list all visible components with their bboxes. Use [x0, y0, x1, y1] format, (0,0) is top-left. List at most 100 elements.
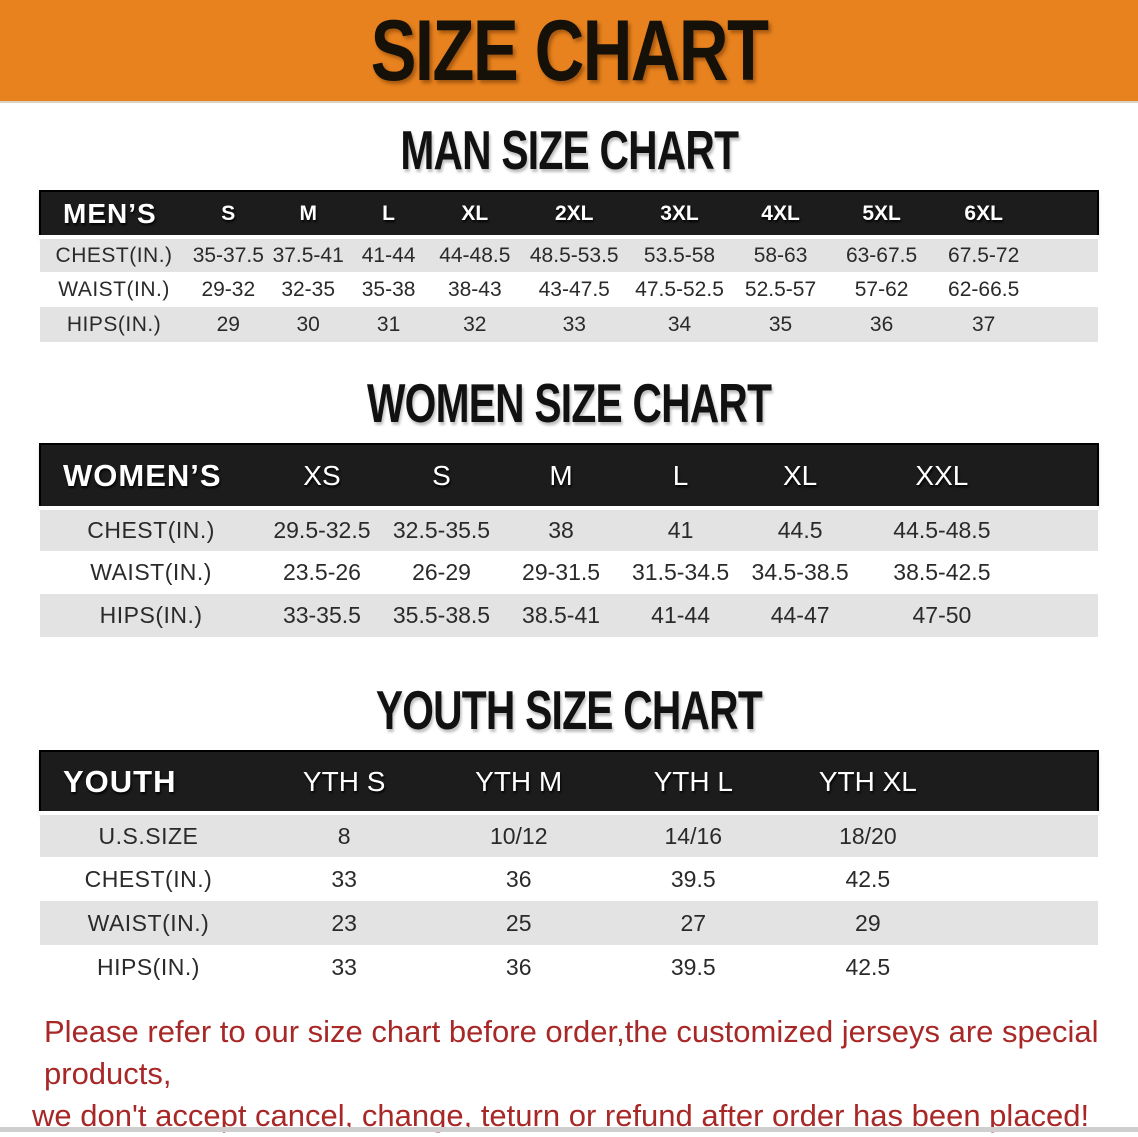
row-label: WAIST(IN.) [58, 277, 170, 301]
size-value: 33-35.5 [282, 602, 361, 628]
women-size-col: XS [303, 459, 341, 491]
size-value: 53.5-58 [628, 235, 731, 272]
men-size-col: 4XL [761, 201, 800, 225]
row-label: HIPS(IN.) [96, 953, 200, 980]
row-label: WAIST(IN.) [87, 909, 210, 936]
size-value: 36 [505, 865, 532, 892]
size-value: 31.5-34.5 [631, 559, 730, 585]
women-size-col: M [549, 459, 573, 491]
size-value: 30 [296, 312, 320, 336]
banner: SIZE CHART [0, 0, 1138, 103]
spacer-cell [1023, 506, 1098, 551]
size-value: 32-35 [281, 277, 336, 301]
women-size-col: XL [783, 459, 818, 491]
size-value: 41 [620, 506, 741, 551]
spacer-cell [955, 945, 1098, 989]
size-value: 8 [256, 811, 432, 857]
row-label: CHEST(IN.) [40, 235, 189, 272]
spacer-cell [1034, 191, 1098, 237]
size-value: 35-38 [361, 277, 416, 301]
size-value: 23 [331, 909, 357, 936]
size-value: 35-37.5 [188, 235, 269, 272]
size-value: 10/12 [431, 811, 606, 857]
size-value: 67.5-72 [932, 235, 1035, 272]
youth-size-col: YTH M [475, 765, 563, 797]
youth-size-col: YTH S [302, 765, 386, 797]
women-waist-row: WAIST(IN.) 23.5-26 26-29 29-31.5 31.5-34… [40, 551, 1098, 594]
women-size-col: XXL [915, 459, 969, 491]
youth-hips-row: HIPS(IN.) 33 36 39.5 42.5 [40, 945, 1098, 989]
size-value: 33 [562, 312, 586, 336]
size-value: 47-50 [912, 602, 972, 628]
women-section-heading-text: WOMEN SIZE CHART [366, 372, 772, 434]
men-waist-row: WAIST(IN.) 29-32 32-35 35-38 38-43 43-47… [40, 272, 1098, 307]
size-value: 38.5-42.5 [893, 559, 991, 585]
size-value: 27 [680, 909, 707, 936]
row-label: CHEST(IN.) [84, 865, 213, 892]
size-value: 42.5 [845, 865, 891, 892]
disclaimer: Please refer to our size chart before or… [0, 1011, 1138, 1137]
men-size-col: 3XL [660, 201, 699, 225]
size-value: 33 [331, 865, 357, 892]
women-corner-label: WOMEN’S [63, 457, 222, 493]
size-value: 47.5-52.5 [635, 277, 724, 301]
spacer-cell [1034, 235, 1098, 272]
women-chest-row: CHEST(IN.) 29.5-32.5 32.5-35.5 38 41 44.… [40, 506, 1098, 551]
size-value: 57-62 [854, 277, 909, 301]
spacer-cell [955, 901, 1098, 945]
spacer-cell [1024, 551, 1098, 594]
spacer-cell [955, 857, 1098, 901]
size-value: 34.5-38.5 [751, 559, 849, 585]
size-value: 42.5 [845, 953, 891, 980]
women-size-table: WOMEN’S XS S M L XL XXL CHEST(IN.) 29.5-… [39, 443, 1099, 637]
spacer-cell [1034, 307, 1098, 342]
size-value: 37 [971, 312, 996, 336]
size-value: 36 [869, 312, 894, 336]
size-value: 34 [667, 312, 692, 336]
page-title: SIZE CHART [370, 2, 769, 99]
row-label: HIPS(IN.) [66, 312, 162, 336]
men-size-table: MEN’S S M L XL 2XL 3XL 4XL 5XL 6XL CHEST… [39, 190, 1099, 342]
size-value: 32 [463, 312, 487, 336]
size-value: 29 [855, 909, 881, 936]
size-value: 44-47 [770, 602, 830, 628]
women-size-col: L [672, 459, 689, 491]
bottom-edge-line [0, 1127, 1138, 1132]
size-value: 29-32 [201, 277, 256, 301]
size-value: 41-44 [651, 602, 710, 628]
spacer-cell [1024, 594, 1098, 637]
row-label: U.S.SIZE [40, 811, 257, 857]
men-size-col: 5XL [862, 201, 901, 225]
size-value: 44.5 [740, 506, 860, 551]
size-value: 38 [501, 506, 621, 551]
size-value: 29.5-32.5 [262, 506, 382, 551]
women-size-col: S [432, 459, 451, 491]
youth-waist-row: WAIST(IN.) 23 25 27 29 [40, 901, 1098, 945]
size-value: 32.5-35.5 [381, 506, 502, 551]
size-value: 23.5-26 [282, 559, 361, 585]
row-label: WAIST(IN.) [90, 559, 212, 585]
size-value: 26-29 [412, 559, 471, 585]
men-table-header-row: MEN’S S M L XL 2XL 3XL 4XL 5XL 6XL [40, 191, 1098, 237]
youth-table-header-row: YOUTH YTH S YTH M YTH L YTH XL [40, 751, 1098, 813]
size-value: 52.5-57 [744, 277, 817, 301]
size-value: 29 [216, 312, 240, 336]
women-hips-row: HIPS(IN.) 33-35.5 35.5-38.5 38.5-41 41-4… [40, 594, 1098, 637]
size-value: 48.5-53.5 [520, 235, 629, 272]
size-value: 33 [331, 953, 357, 980]
size-value: 31 [376, 312, 401, 336]
men-hips-row: HIPS(IN.) 29 30 31 32 33 34 35 36 37 [40, 307, 1098, 342]
size-value: 44-48.5 [429, 235, 521, 272]
size-value: 38-43 [447, 277, 502, 301]
row-label: HIPS(IN.) [99, 602, 203, 628]
size-value: 35.5-38.5 [392, 602, 491, 628]
youth-chest-row: CHEST(IN.) 33 36 39.5 42.5 [40, 857, 1098, 901]
men-section-heading-text: MAN SIZE CHART [400, 119, 739, 181]
men-corner-label: MEN’S [63, 197, 157, 229]
spacer-cell [1034, 272, 1098, 307]
size-value: 37.5-41 [268, 235, 348, 272]
men-section-heading: MAN SIZE CHART [0, 119, 1138, 190]
size-value: 18/20 [780, 811, 956, 857]
size-value: 38.5-41 [522, 602, 601, 628]
men-size-col: 6XL [964, 201, 1003, 225]
